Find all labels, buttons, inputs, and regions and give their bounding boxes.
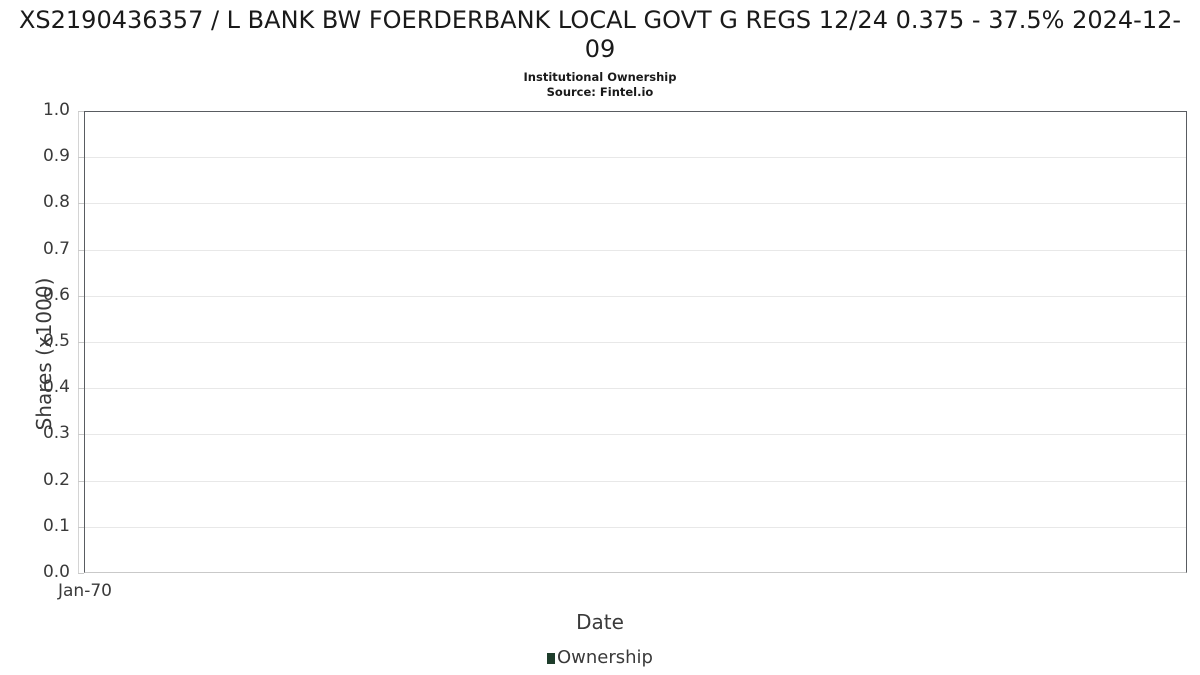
plot-area (84, 111, 1187, 573)
gridline (85, 157, 1186, 159)
chart-source: Source: Fintel.io (546, 85, 654, 99)
gridline (85, 480, 1186, 482)
gridline (85, 203, 1186, 205)
y-tick-mark (78, 480, 84, 482)
chart-title: XS2190436357 / L BANK BW FOERDERBANK LOC… (18, 6, 1182, 63)
y-tick-label: 0.5 (42, 331, 70, 351)
y-tick-mark (78, 434, 84, 436)
y-tick-mark (78, 573, 84, 574)
y-tick-mark (78, 342, 84, 343)
chart-header: XS2190436357 / L BANK BW FOERDERBANK LOC… (0, 6, 1200, 100)
gridline (85, 295, 1186, 297)
legend-item-ownership[interactable]: Ownership (547, 648, 653, 668)
legend-item-label: Ownership (557, 647, 653, 668)
gridline (85, 388, 1186, 390)
y-tick-label: 0.4 (42, 377, 70, 398)
series-layer (85, 112, 1186, 572)
x-tick-label-jan-70: Jan-70 (58, 581, 112, 601)
chart-subtitle: Institutional Ownership (523, 70, 677, 84)
y-tick-label: 0.2 (42, 469, 70, 490)
y-tick-mark (78, 157, 84, 159)
gridline (85, 434, 1186, 436)
gridline (85, 526, 1186, 528)
y-tick-label: 0.8 (42, 192, 70, 213)
y-tick-label: 0.6 (42, 284, 70, 305)
gridline (85, 249, 1186, 251)
y-tick-label: 0.3 (42, 423, 70, 444)
y-tick-label: 0.0 (42, 562, 70, 582)
y-tick-label: 0.7 (42, 238, 70, 259)
y-tick-mark (78, 249, 84, 251)
y-tick-label: 1.0 (42, 100, 70, 120)
gridline (85, 342, 1186, 343)
legend-swatch-icon (547, 652, 555, 664)
y-tick-mark (78, 526, 84, 528)
y-tick-mark (78, 295, 84, 297)
y-tick-label: 0.9 (42, 146, 70, 167)
y-tick-mark (78, 388, 84, 390)
y-tick-mark (78, 111, 84, 112)
x-axis-title: Date (576, 610, 624, 634)
y-tick-label: 0.1 (42, 515, 70, 536)
chart-legend: Ownership (0, 648, 1200, 668)
y-tick-mark (78, 203, 84, 205)
